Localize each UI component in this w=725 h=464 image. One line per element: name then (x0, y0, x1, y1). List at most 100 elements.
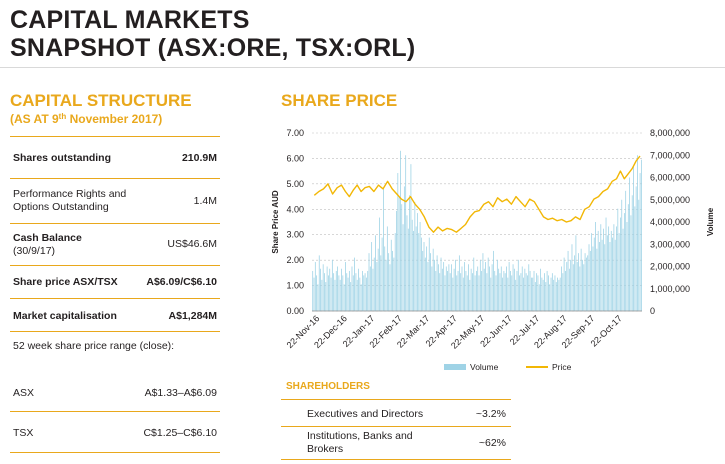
subtitle-sup: th (58, 112, 67, 121)
volume-bar (341, 268, 342, 311)
row-value: US$46.6M (167, 238, 217, 250)
volume-bar (639, 173, 641, 311)
volume-bar (620, 217, 621, 311)
volume-bar (393, 257, 395, 311)
row-executives: Executives and Directors ~3.2% (281, 399, 511, 426)
volume-bar (427, 262, 429, 311)
volume-bar (420, 237, 422, 311)
volume-bar (554, 275, 556, 311)
volume-bar (474, 275, 476, 311)
volume-bar (322, 264, 324, 311)
volume-bar (435, 270, 437, 311)
volume-bar (424, 257, 426, 311)
volume-bar (329, 268, 331, 311)
volume-bar (589, 250, 591, 311)
y2-tick-label: 4,000,000 (650, 217, 690, 227)
y2-tick-label: 7,000,000 (650, 150, 690, 160)
volume-bar (447, 270, 448, 311)
row-label: Cash Balance (30/9/17) (13, 232, 82, 258)
volume-bar (441, 268, 443, 311)
row-market-cap: Market capitalisation A$1,284M (10, 298, 220, 331)
volume-bar (498, 268, 500, 311)
volume-bar (434, 259, 435, 311)
volume-bar (519, 275, 521, 311)
volume-bar (584, 253, 586, 311)
volume-bar (360, 284, 362, 311)
volume-bar (334, 279, 336, 311)
volume-bar (462, 277, 464, 311)
volume-bar (599, 242, 600, 311)
volume-bar (596, 248, 598, 311)
volume-bar (351, 266, 353, 311)
volume-bar (600, 224, 602, 311)
volume-bar (478, 275, 480, 311)
y2-tick-label: 6,000,000 (650, 173, 690, 183)
volume-bar (495, 275, 497, 311)
volume-bar (354, 257, 356, 311)
volume-bar (405, 155, 407, 311)
row-label: Market capitalisation (13, 310, 117, 322)
y-tick-label: 2.00 (286, 255, 304, 265)
volume-bar (640, 159, 642, 311)
volume-bar (530, 277, 532, 311)
volume-bar (469, 279, 471, 311)
subtitle-post: November 2017) (66, 112, 163, 126)
row-label: Shares outstanding (13, 152, 112, 164)
volume-bar (523, 277, 524, 311)
volume-bar (369, 266, 371, 311)
share-price-chart: 0.00 1.00 2.00 3.00 4.00 5.00 6.00 7.00 0 1,000,0… (271, 128, 715, 372)
volume-bar (352, 275, 354, 311)
volume-bar (368, 253, 370, 311)
volume-bar (601, 239, 603, 311)
volume-bar (496, 259, 498, 311)
volume-bar (525, 273, 527, 311)
volume-bar (637, 155, 638, 311)
volume-bar (528, 264, 530, 311)
capital-structure-subtitle: (AS AT 9th November 2017) (10, 112, 162, 126)
volume-bar (481, 270, 483, 311)
volume-bar (516, 270, 518, 311)
volume-bar (631, 195, 633, 311)
volume-bar (386, 226, 388, 311)
volume-bar (339, 279, 341, 311)
volume-bar (613, 224, 615, 311)
y2-tick-label: 5,000,000 (650, 195, 690, 205)
volume-bar (396, 210, 397, 311)
row-value: A$6.09/C$6.10 (146, 276, 217, 288)
volume-bar (313, 277, 315, 311)
row-label-line1: Institutions, Banks and (307, 430, 413, 442)
volume-bar (347, 277, 349, 311)
volume-bar (515, 279, 517, 311)
volume-bar (409, 195, 411, 311)
volume-bar (449, 273, 451, 311)
y2-tick-label: 0 (650, 306, 655, 316)
y2-tick-label: 2,000,000 (650, 262, 690, 272)
capital-structure-title: CAPITAL STRUCTURE (10, 91, 192, 110)
volume-bar (491, 264, 493, 311)
volume-bar (626, 222, 628, 311)
volume-bar (350, 282, 352, 311)
volume-bar (397, 173, 399, 311)
volume-bar (561, 266, 562, 311)
row-label: Share price ASX/TSX (13, 276, 118, 288)
volume-bar (342, 275, 344, 311)
volume-bar (521, 266, 523, 311)
volume-bar (527, 275, 528, 311)
volume-bar (503, 270, 505, 311)
volume-bar (487, 257, 489, 311)
volume-bar (568, 268, 570, 311)
volume-bar (574, 255, 576, 311)
volume-bar (326, 266, 328, 311)
volume-bar (406, 215, 408, 311)
volume-bar (550, 277, 552, 311)
volume-bar (489, 266, 490, 311)
volume-bar (316, 275, 318, 311)
row-label: ASX (13, 387, 35, 399)
row-label-line1: Cash Balance (13, 232, 82, 244)
volume-bar (604, 244, 606, 311)
volume-bar (579, 266, 581, 311)
volume-bar (377, 248, 379, 311)
row-label: 52 week share price range (close): (13, 340, 175, 352)
volume-bar (460, 273, 462, 311)
legend-label-price: Price (552, 362, 572, 372)
